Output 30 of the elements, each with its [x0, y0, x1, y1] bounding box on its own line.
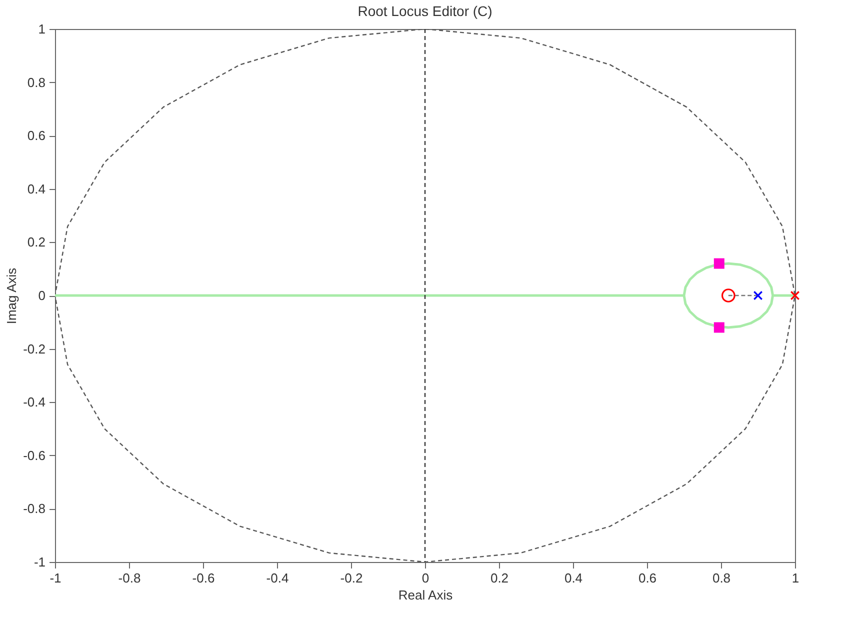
point	[714, 258, 724, 269]
y-tick-label: 0.2	[27, 234, 46, 250]
point	[721, 288, 736, 302]
y-tick-label: 0.4	[27, 181, 46, 196]
x-tick-label: 1	[792, 570, 800, 586]
y-tick-label: 0.8	[27, 74, 46, 90]
chart-title: Root Locus Editor (C)	[358, 3, 492, 19]
x-tick-label: -0.4	[266, 570, 289, 586]
y-tick-label: 0.6	[27, 128, 46, 144]
x-tick-label: 0.4	[564, 570, 583, 586]
point	[790, 290, 800, 300]
y-tick-label: -0.4	[23, 394, 46, 410]
x-tick-label: 0	[422, 570, 430, 586]
x-tick-label: 0.2	[490, 570, 509, 586]
y-tick-label: -0.6	[23, 448, 46, 463]
x-tick-label: -0.2	[340, 570, 363, 586]
x-tick-label: -1	[50, 570, 62, 586]
y-tick-label: 0	[38, 288, 46, 303]
point	[714, 322, 724, 333]
x-axis-title: Real Axis	[398, 588, 454, 602]
y-tick-label: 1	[38, 22, 46, 36]
x-tick-label: -0.6	[192, 570, 215, 586]
y-tick-label: -0.8	[23, 501, 46, 516]
x-tick-label: 0.8	[712, 570, 731, 586]
y-tick-label: -1	[34, 554, 46, 570]
point	[753, 290, 763, 300]
y-tick-label: -0.2	[23, 341, 46, 356]
x-tick-label: -0.8	[118, 570, 141, 586]
x-tick-label: 0.6	[638, 570, 657, 586]
y-axis-title: Imag Axis	[4, 267, 20, 324]
